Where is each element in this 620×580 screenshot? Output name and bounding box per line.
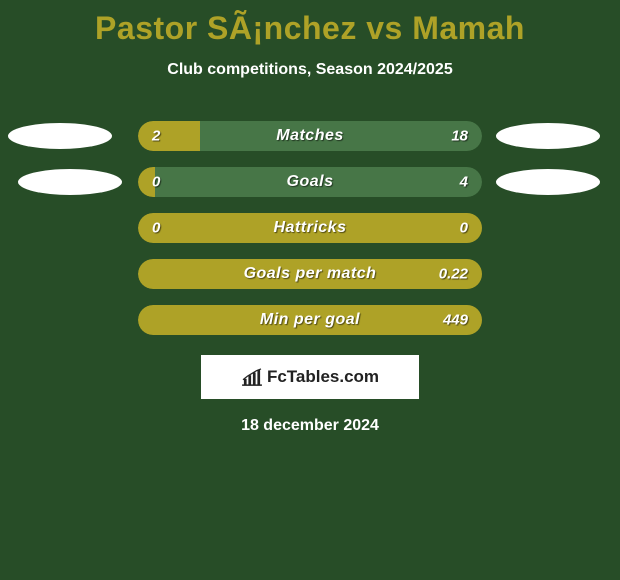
brand-badge[interactable]: FcTables.com — [201, 355, 419, 399]
stat-label: Hattricks — [138, 219, 482, 237]
stat-rows: Matches218Goals04Hattricks00Goals per ma… — [0, 121, 620, 335]
stat-value-left: 0 — [152, 174, 160, 191]
player-left-logo — [18, 169, 122, 195]
stat-label: Min per goal — [138, 311, 482, 329]
stat-row: Hattricks0 0 — [0, 213, 620, 243]
stat-label: Goals — [138, 173, 482, 191]
stat-value-right: 4 — [460, 174, 468, 191]
comparison-title: Pastor SÃ¡nchez vs Mamah — [0, 0, 620, 47]
stat-row: Matches2 18 — [0, 121, 620, 151]
brand-text: FcTables.com — [267, 367, 379, 387]
stat-bar: Matches2 18 — [138, 121, 482, 151]
stat-row: Goals0 4 — [0, 167, 620, 197]
bar-chart-icon — [241, 368, 263, 386]
stat-bar: Min per goal449 — [138, 305, 482, 335]
player-right-logo — [496, 169, 600, 195]
comparison-subtitle: Club competitions, Season 2024/2025 — [0, 61, 620, 79]
stat-value-left: 0 — [152, 220, 160, 237]
date-text: 18 december 2024 — [0, 417, 620, 435]
stat-row: Min per goal449 — [0, 305, 620, 335]
player-right-logo — [496, 123, 600, 149]
stats-card: Pastor SÃ¡nchez vs Mamah Club competitio… — [0, 0, 620, 580]
stat-label: Matches — [138, 127, 482, 145]
stat-value-right: 449 — [443, 312, 468, 329]
stat-bar: Hattricks0 0 — [138, 213, 482, 243]
stat-value-right: 0.22 — [439, 266, 468, 283]
stat-bar: Goals0 4 — [138, 167, 482, 197]
stat-value-left: 2 — [152, 128, 160, 145]
stat-bar: Goals per match0.22 — [138, 259, 482, 289]
stat-value-right: 0 — [460, 220, 468, 237]
player-left-logo — [8, 123, 112, 149]
stat-label: Goals per match — [138, 265, 482, 283]
stat-value-right: 18 — [451, 128, 468, 145]
stat-row: Goals per match0.22 — [0, 259, 620, 289]
